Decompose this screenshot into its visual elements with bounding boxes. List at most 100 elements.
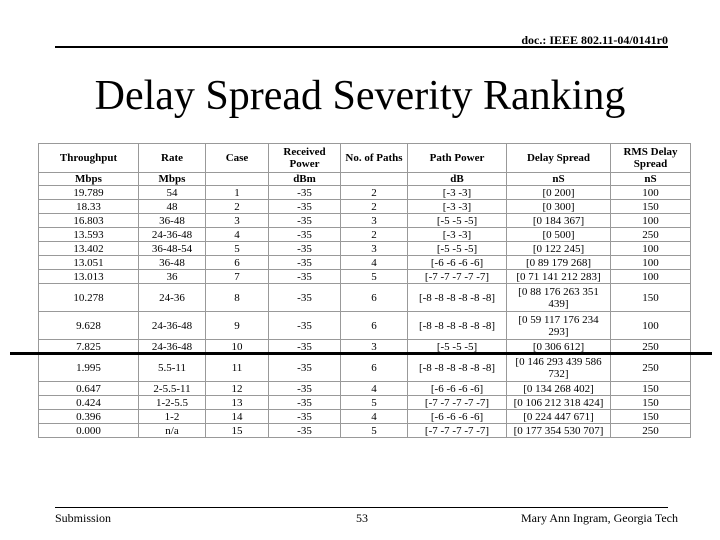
- table-cell: 9: [205, 311, 269, 340]
- table-cell: 10.278: [38, 283, 139, 312]
- table-cell: [-7 -7 -7 -7 -7]: [407, 423, 507, 438]
- table-cell: [0 300]: [506, 199, 611, 214]
- table-cell: 100: [610, 311, 691, 340]
- column-header: RMS Delay Spread: [610, 143, 691, 173]
- table-cell: -35: [268, 269, 341, 284]
- table-cell: 24-36-48: [138, 339, 206, 354]
- table-cell: 9.628: [38, 311, 139, 340]
- doc-id: doc.: IEEE 802.11-04/0141r0: [521, 33, 668, 47]
- data-row: 13.051 36-48 6 -35 4 [-6 -6 -6 -6] [0 89 179 2…: [38, 255, 691, 270]
- table-cell: 0.396: [38, 409, 139, 424]
- data-row: 10.278 24-36 8 -35 6 [-8 -8 -8 -8 -8 -8] [0 88…: [38, 283, 691, 312]
- table-cell: [-6 -6 -6 -6]: [407, 409, 507, 424]
- table-cell: 1-2-5.5: [138, 395, 206, 410]
- table-cell: [-7 -7 -7 -7 -7]: [407, 269, 507, 284]
- table-cell: 250: [610, 227, 691, 242]
- table-cell: 2: [340, 199, 408, 214]
- table-cell: -35: [268, 199, 341, 214]
- data-row: 13.593 24-36-48 4 -35 2 [-3 -3] [0 500] 250: [38, 227, 691, 242]
- table-cell: 100: [610, 241, 691, 256]
- data-row: 0.000 n/a 15 -35 5 [-7 -7 -7 -7 -7] [0 177 354…: [38, 423, 691, 438]
- table-cell: [-5 -5 -5]: [407, 241, 507, 256]
- data-row: 16.803 36-48 3 -35 3 [-5 -5 -5] [0 184 367] 100: [38, 213, 691, 228]
- unit-cell: [340, 172, 408, 186]
- table-cell: 13.402: [38, 241, 139, 256]
- table-cell: -35: [268, 213, 341, 228]
- table-cell: 100: [610, 185, 691, 200]
- table-cell: 19.789: [38, 185, 139, 200]
- unit-cell: nS: [610, 172, 691, 186]
- table-cell: 18.33: [38, 199, 139, 214]
- table-cell: 100: [610, 269, 691, 284]
- table-cell: 2-5.5-11: [138, 381, 206, 396]
- table-cell: 2: [205, 199, 269, 214]
- table-cell: 1.995: [38, 353, 139, 382]
- table-cell: [0 71 141 212 283]: [506, 269, 611, 284]
- table-cell: 24-36-48: [138, 227, 206, 242]
- table-cell: 13.593: [38, 227, 139, 242]
- table-cell: [-3 -3]: [407, 185, 507, 200]
- table-cell: -35: [268, 409, 341, 424]
- table-cell: 100: [610, 213, 691, 228]
- header-rule: [55, 46, 668, 48]
- table-cell: 6: [205, 255, 269, 270]
- table-cell: 7: [205, 269, 269, 284]
- ranking-table: Throughput Rate Case Received Power No. of P…: [38, 143, 691, 438]
- unit-cell: nS: [506, 172, 611, 186]
- column-header: No. of Paths: [340, 143, 408, 173]
- unit-cell: [205, 172, 269, 186]
- table-cell: 150: [610, 283, 691, 312]
- table-cell: 4: [340, 381, 408, 396]
- table-cell: -35: [268, 423, 341, 438]
- table-cell: 5.5-11: [138, 353, 206, 382]
- units-row: Mbps Mbps dBm dB nS nS: [38, 172, 691, 186]
- unit-cell: Mbps: [38, 172, 139, 186]
- table-cell: -35: [268, 227, 341, 242]
- table-cell: 2: [340, 227, 408, 242]
- table-cell: n/a: [138, 423, 206, 438]
- column-header: Rate: [138, 143, 206, 173]
- unit-cell: dBm: [268, 172, 341, 186]
- data-row: 0.424 1-2-5.5 13 -35 5 [-7 -7 -7 -7 -7] [0 106…: [38, 395, 691, 410]
- table-cell: 0.000: [38, 423, 139, 438]
- table-cell: 48: [138, 199, 206, 214]
- table-cell: 13.051: [38, 255, 139, 270]
- table-cell: [-6 -6 -6 -6]: [407, 381, 507, 396]
- table-cell: 6: [340, 353, 408, 382]
- table-cell: 12: [205, 381, 269, 396]
- footer-right: Mary Ann Ingram, Georgia Tech: [520, 511, 678, 525]
- table-cell: [0 106 212 318 424]: [506, 395, 611, 410]
- table-cell: 24-36-48: [138, 311, 206, 340]
- table-cell: 150: [610, 381, 691, 396]
- table-cell: 250: [610, 423, 691, 438]
- header-row: Throughput Rate Case Received Power No. of P…: [38, 143, 691, 173]
- data-row: 18.33 48 2 -35 2 [-3 -3] [0 300] 150: [38, 199, 691, 214]
- table-cell: -35: [268, 255, 341, 270]
- table-cell: [0 177 354 530 707]: [506, 423, 611, 438]
- unit-cell: dB: [407, 172, 507, 186]
- table-cell: 3: [340, 241, 408, 256]
- table-cell: [-7 -7 -7 -7 -7]: [407, 395, 507, 410]
- table-cell: [0 200]: [506, 185, 611, 200]
- data-row: 13.402 36-48-54 5 -35 3 [-5 -5 -5] [0 122 245]…: [38, 241, 691, 256]
- table-cell: 36-48: [138, 213, 206, 228]
- table-cell: -35: [268, 311, 341, 340]
- table-cell: 5: [205, 241, 269, 256]
- table-cell: [-3 -3]: [407, 227, 507, 242]
- table-cell: 15: [205, 423, 269, 438]
- table-cell: 0.647: [38, 381, 139, 396]
- table-cell: 6: [340, 283, 408, 312]
- table-cell: 6: [340, 311, 408, 340]
- table-cell: 5: [340, 395, 408, 410]
- table-cell: 16.803: [38, 213, 139, 228]
- table-cell: 36: [138, 269, 206, 284]
- table-cell: 0.424: [38, 395, 139, 410]
- table-cell: 4: [340, 409, 408, 424]
- table-cell: [0 122 245]: [506, 241, 611, 256]
- table-cell: [-3 -3]: [407, 199, 507, 214]
- data-row: 19.789 54 1 -35 2 [-3 -3] [0 200] 100: [38, 185, 691, 200]
- table-cell: 4: [205, 227, 269, 242]
- table-cell: 2: [340, 185, 408, 200]
- table-cell: -35: [268, 381, 341, 396]
- data-row: 9.628 24-36-48 9 -35 6 [-8 -8 -8 -8 -8 -8] [0 …: [38, 311, 691, 340]
